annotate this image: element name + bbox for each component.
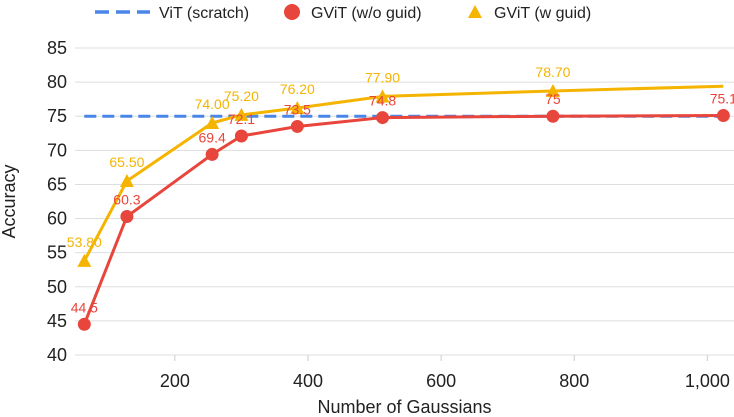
x-tick-label: 400 <box>293 371 323 391</box>
y-tick-label: 50 <box>47 277 67 297</box>
data-label-gvit-w-guid: 78.70 <box>535 64 570 80</box>
y-tick-label: 40 <box>47 345 67 365</box>
x-tick-label: 600 <box>426 371 456 391</box>
legend-label-gvit-w-guid: GViT (w guid) <box>494 5 591 22</box>
y-tick-label: 85 <box>47 38 67 58</box>
point-gvit-w-guid <box>234 107 249 121</box>
point-gvit-w-guid <box>290 101 305 115</box>
data-label-gvit-w-guid: 75.20 <box>224 88 259 104</box>
y-tick-label: 45 <box>47 311 67 331</box>
point-gvit-wo-guid <box>120 210 134 224</box>
legend-swatch-gvit-wo-guid <box>284 4 300 20</box>
y-tick-label: 55 <box>47 243 67 263</box>
y-tick-label: 80 <box>47 72 67 92</box>
y-axis-title: Accuracy <box>0 164 19 238</box>
data-label-gvit-wo-guid: 74.8 <box>369 93 396 109</box>
data-label-gvit-wo-guid: 60.3 <box>113 192 140 208</box>
data-label-gvit-wo-guid: 73.5 <box>284 101 311 117</box>
point-gvit-wo-guid <box>376 111 390 125</box>
x-tick-label: 1,000 <box>685 371 730 391</box>
point-gvit-w-guid <box>77 253 92 267</box>
legend-label-gvit-wo-guid: GViT (w/o guid) <box>311 5 422 22</box>
data-label-gvit-w-guid: 76.20 <box>280 81 315 97</box>
point-gvit-wo-guid <box>290 119 304 133</box>
legend-swatch-gvit-w-guid <box>468 5 482 18</box>
data-label-gvit-w-guid: 65.50 <box>109 154 144 170</box>
series-line-gvit-wo-guid <box>82 114 724 325</box>
point-gvit-w-guid <box>119 174 134 188</box>
x-tick-label: 800 <box>559 371 589 391</box>
point-gvit-wo-guid <box>205 147 219 161</box>
data-label-gvit-w-guid: 77.90 <box>365 69 400 85</box>
data-label-gvit-wo-guid: 44.5 <box>71 299 98 315</box>
data-label-gvit-wo-guid: 75.1 <box>710 91 734 107</box>
y-tick-label: 60 <box>47 209 67 229</box>
series-line-gvit-w-guid <box>82 84 724 262</box>
data-label-gvit-wo-guid: 72.1 <box>228 111 255 127</box>
point-gvit-wo-guid <box>234 129 248 143</box>
point-gvit-wo-guid <box>716 109 730 123</box>
point-gvit-wo-guid <box>546 109 560 123</box>
data-label-gvit-wo-guid: 69.4 <box>199 129 226 145</box>
data-label-gvit-w-guid: 74.00 <box>195 96 230 112</box>
x-tick-label: 200 <box>160 371 190 391</box>
legend-label-vit-scratch: ViT (scratch) <box>159 5 249 22</box>
x-axis-title: Number of Gaussians <box>317 397 491 417</box>
data-label-gvit-wo-guid: 75 <box>545 91 561 107</box>
y-tick-label: 75 <box>47 106 67 126</box>
y-tick-label: 70 <box>47 140 67 160</box>
y-tick-label: 65 <box>47 174 67 194</box>
point-gvit-wo-guid <box>77 317 91 331</box>
point-gvit-w-guid <box>205 116 220 130</box>
point-gvit-w-guid <box>545 83 560 97</box>
data-label-gvit-w-guid: 53.80 <box>67 234 102 250</box>
point-gvit-w-guid <box>375 89 390 103</box>
